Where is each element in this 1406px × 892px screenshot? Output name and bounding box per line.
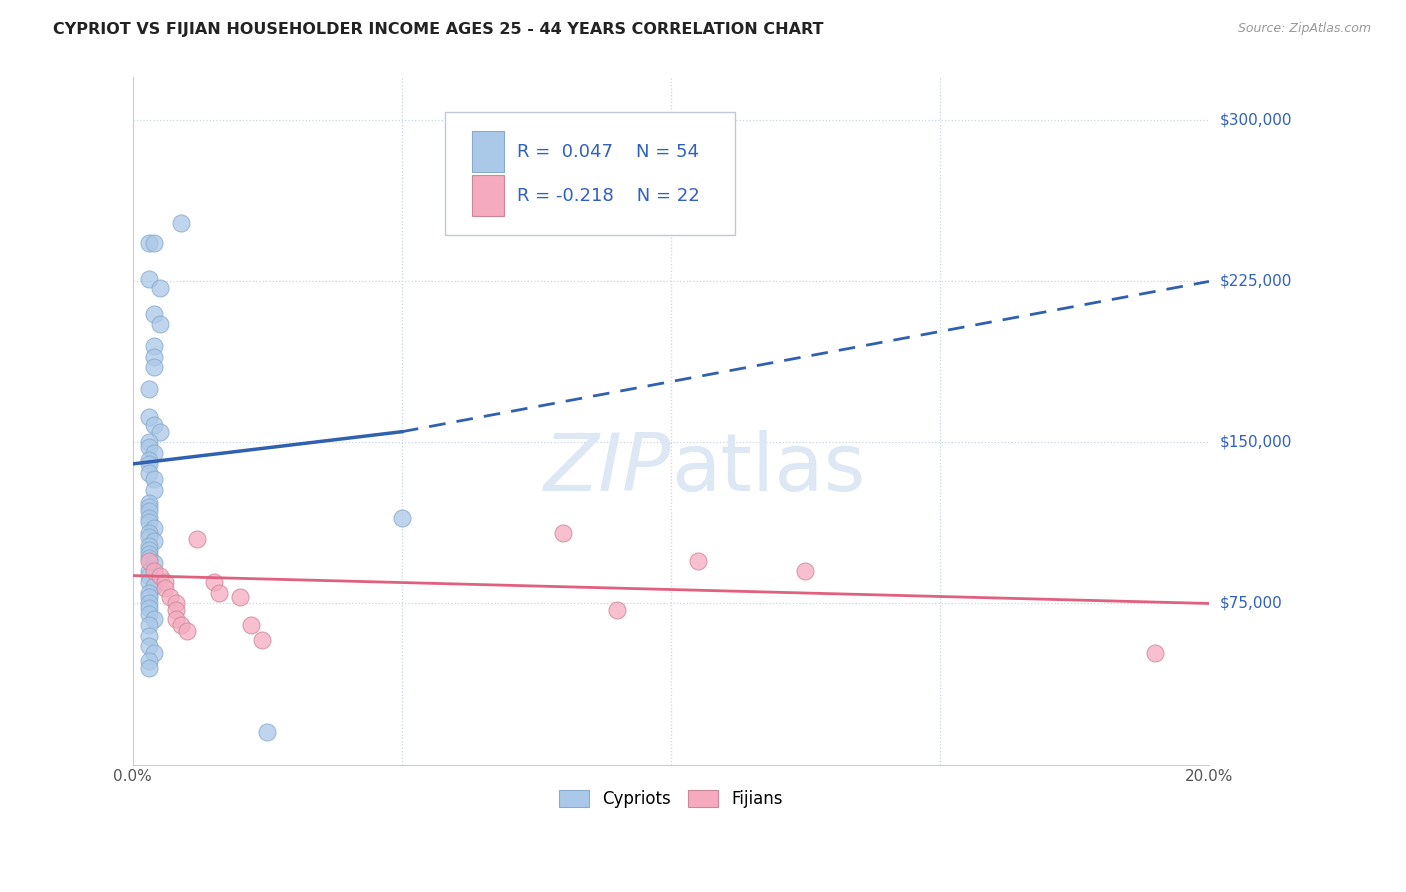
Point bbox=[143, 235, 166, 250]
Point bbox=[138, 515, 160, 529]
Point bbox=[143, 579, 166, 593]
Text: $225,000: $225,000 bbox=[1220, 274, 1292, 289]
Point bbox=[794, 564, 817, 578]
Point bbox=[176, 624, 198, 639]
Point bbox=[138, 440, 160, 454]
Point bbox=[165, 611, 187, 625]
Point bbox=[250, 632, 273, 647]
Point bbox=[138, 590, 160, 604]
Point bbox=[170, 618, 193, 632]
Point bbox=[138, 564, 160, 578]
Point bbox=[143, 446, 166, 460]
Point bbox=[138, 539, 160, 553]
Point bbox=[553, 525, 575, 540]
Point bbox=[149, 281, 172, 295]
Point bbox=[143, 360, 166, 375]
Point bbox=[138, 553, 160, 567]
Point bbox=[138, 452, 160, 467]
Point bbox=[138, 382, 160, 396]
Point bbox=[143, 521, 166, 535]
Point bbox=[138, 629, 160, 643]
Point bbox=[153, 582, 176, 596]
Text: Source: ZipAtlas.com: Source: ZipAtlas.com bbox=[1237, 22, 1371, 36]
Point bbox=[138, 607, 160, 622]
Point bbox=[138, 272, 160, 286]
Point bbox=[138, 547, 160, 561]
Point bbox=[143, 339, 166, 353]
Text: atlas: atlas bbox=[671, 430, 865, 508]
Point bbox=[143, 646, 166, 660]
Point bbox=[138, 551, 160, 566]
Point bbox=[149, 318, 172, 332]
Point bbox=[138, 655, 160, 669]
Point bbox=[686, 553, 709, 567]
Legend: Cypriots, Fijians: Cypriots, Fijians bbox=[553, 783, 789, 814]
Point bbox=[143, 307, 166, 321]
Text: R = -0.218    N = 22: R = -0.218 N = 22 bbox=[517, 186, 700, 204]
Point bbox=[138, 640, 160, 654]
Point bbox=[143, 611, 166, 625]
Point bbox=[165, 597, 187, 611]
Point bbox=[165, 603, 187, 617]
Point bbox=[1144, 646, 1167, 660]
Text: ZIP: ZIP bbox=[544, 430, 671, 508]
Point bbox=[138, 661, 160, 675]
Text: CYPRIOT VS FIJIAN HOUSEHOLDER INCOME AGES 25 - 44 YEARS CORRELATION CHART: CYPRIOT VS FIJIAN HOUSEHOLDER INCOME AGE… bbox=[53, 22, 824, 37]
Text: $300,000: $300,000 bbox=[1220, 113, 1292, 128]
Text: R =  0.047    N = 54: R = 0.047 N = 54 bbox=[517, 143, 699, 161]
Point bbox=[208, 586, 231, 600]
Point bbox=[256, 725, 278, 739]
Point bbox=[138, 510, 160, 524]
Point bbox=[138, 525, 160, 540]
Point bbox=[153, 574, 176, 589]
Point bbox=[138, 597, 160, 611]
Point bbox=[138, 500, 160, 514]
Point bbox=[138, 235, 160, 250]
Point bbox=[159, 590, 181, 604]
Point bbox=[138, 466, 160, 480]
Point bbox=[138, 530, 160, 544]
Point bbox=[229, 590, 252, 604]
Point bbox=[138, 409, 160, 424]
Point bbox=[143, 534, 166, 549]
Point bbox=[138, 457, 160, 471]
Point bbox=[143, 350, 166, 364]
Point bbox=[143, 418, 166, 433]
Point bbox=[138, 504, 160, 518]
Point bbox=[240, 618, 263, 632]
Point bbox=[143, 483, 166, 497]
FancyBboxPatch shape bbox=[472, 131, 505, 172]
Point bbox=[391, 510, 413, 524]
Point bbox=[170, 216, 193, 230]
Point bbox=[143, 472, 166, 486]
Point bbox=[138, 542, 160, 557]
Point bbox=[606, 603, 628, 617]
Point bbox=[143, 556, 166, 570]
Text: $150,000: $150,000 bbox=[1220, 435, 1292, 450]
FancyBboxPatch shape bbox=[444, 112, 735, 235]
Point bbox=[202, 574, 225, 589]
FancyBboxPatch shape bbox=[472, 175, 505, 216]
Text: $75,000: $75,000 bbox=[1220, 596, 1282, 611]
Point bbox=[138, 600, 160, 615]
Point bbox=[138, 495, 160, 509]
Point bbox=[138, 574, 160, 589]
Point bbox=[143, 564, 166, 578]
Point bbox=[149, 425, 172, 439]
Point bbox=[138, 586, 160, 600]
Point bbox=[186, 532, 208, 546]
Point bbox=[138, 618, 160, 632]
Point bbox=[138, 568, 160, 582]
Point bbox=[138, 435, 160, 450]
Point bbox=[149, 568, 172, 582]
